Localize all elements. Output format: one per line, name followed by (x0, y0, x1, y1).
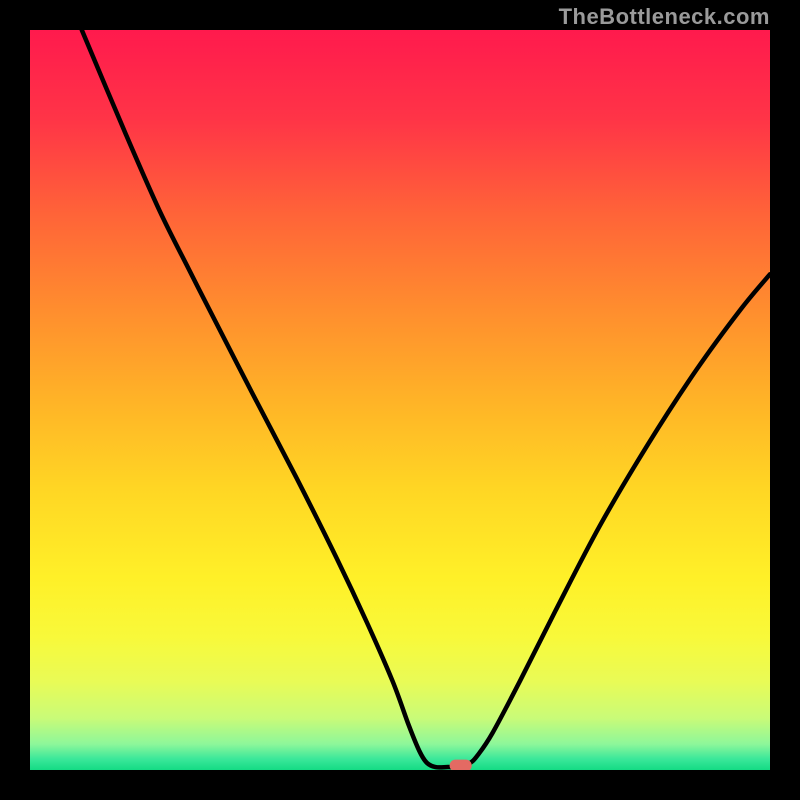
chart-outer: TheBottleneck.com (0, 0, 800, 800)
plot-svg (30, 30, 770, 770)
gradient-background (30, 30, 770, 770)
plot-area (30, 30, 770, 770)
optimal-marker (450, 760, 472, 770)
watermark-text: TheBottleneck.com (559, 4, 770, 30)
